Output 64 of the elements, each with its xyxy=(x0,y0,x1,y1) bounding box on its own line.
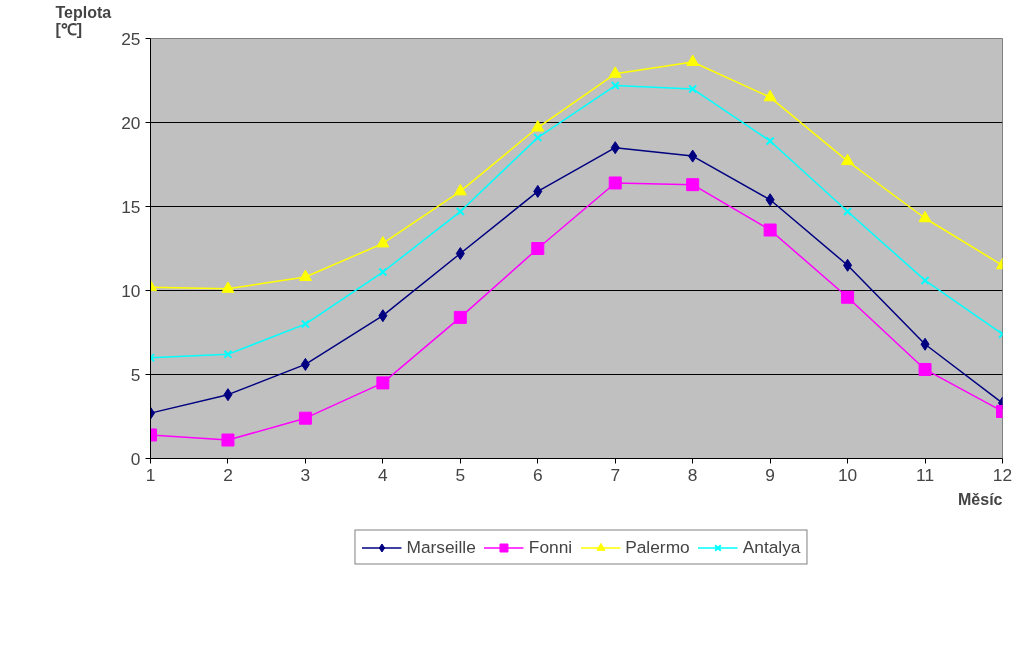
x-tick-label: 1 xyxy=(145,464,156,485)
point xyxy=(610,81,620,91)
x-tick-label: 8 xyxy=(687,464,698,485)
point xyxy=(533,133,543,143)
x-tick-label: 6 xyxy=(532,464,543,485)
point xyxy=(376,376,390,390)
point xyxy=(686,178,700,192)
point xyxy=(300,319,310,329)
x-tick-label: 5 xyxy=(455,464,466,485)
point xyxy=(221,433,235,447)
point xyxy=(765,136,775,146)
point xyxy=(763,223,777,237)
point xyxy=(298,411,312,425)
x-tick-label: 11 xyxy=(916,464,935,485)
point xyxy=(453,183,467,196)
point xyxy=(841,153,855,166)
point xyxy=(843,258,853,272)
x-tick-label: 4 xyxy=(378,464,389,485)
y-tick-label: 0 xyxy=(130,448,141,469)
point xyxy=(298,269,312,282)
y-tick-label: 20 xyxy=(121,112,141,133)
x-tick-label: 2 xyxy=(223,464,233,485)
y-tick-label: 15 xyxy=(121,196,141,217)
point xyxy=(608,66,622,78)
point xyxy=(531,242,545,255)
point xyxy=(688,149,698,163)
point xyxy=(533,184,543,198)
x-tick-label: 7 xyxy=(610,464,621,485)
point xyxy=(223,349,233,359)
point xyxy=(843,207,853,217)
point xyxy=(920,337,930,351)
point xyxy=(223,388,233,402)
point xyxy=(610,141,620,155)
point xyxy=(376,236,390,248)
point xyxy=(686,54,700,66)
x-tick-label: 3 xyxy=(300,464,311,485)
point xyxy=(378,309,388,323)
x-tick-label: 10 xyxy=(837,464,858,485)
legend-label: Marseille xyxy=(406,536,476,558)
point xyxy=(920,275,930,285)
legend-label: Palermo xyxy=(625,536,690,558)
legend-label: Antalya xyxy=(742,536,801,558)
point xyxy=(763,89,777,102)
y-tick-label: 10 xyxy=(121,280,141,301)
point xyxy=(608,176,622,190)
x-tick-label: 9 xyxy=(765,464,775,485)
point xyxy=(455,207,465,217)
point xyxy=(531,120,545,132)
point xyxy=(221,281,235,293)
point xyxy=(918,210,932,223)
y-tick-label: 25 xyxy=(121,28,141,49)
point xyxy=(841,290,855,304)
y-axis-title: Teplota [℃] xyxy=(55,3,112,38)
point xyxy=(378,267,388,277)
point xyxy=(688,84,698,94)
point xyxy=(455,247,465,261)
y-tick-label: 5 xyxy=(130,364,141,385)
point xyxy=(453,310,467,324)
point xyxy=(918,362,932,376)
point xyxy=(300,357,310,371)
legend-label: Fonni xyxy=(528,536,573,558)
x-axis-title: Měsíc xyxy=(958,490,1003,508)
x-tick-label: 12 xyxy=(992,464,1013,485)
point xyxy=(765,193,775,207)
